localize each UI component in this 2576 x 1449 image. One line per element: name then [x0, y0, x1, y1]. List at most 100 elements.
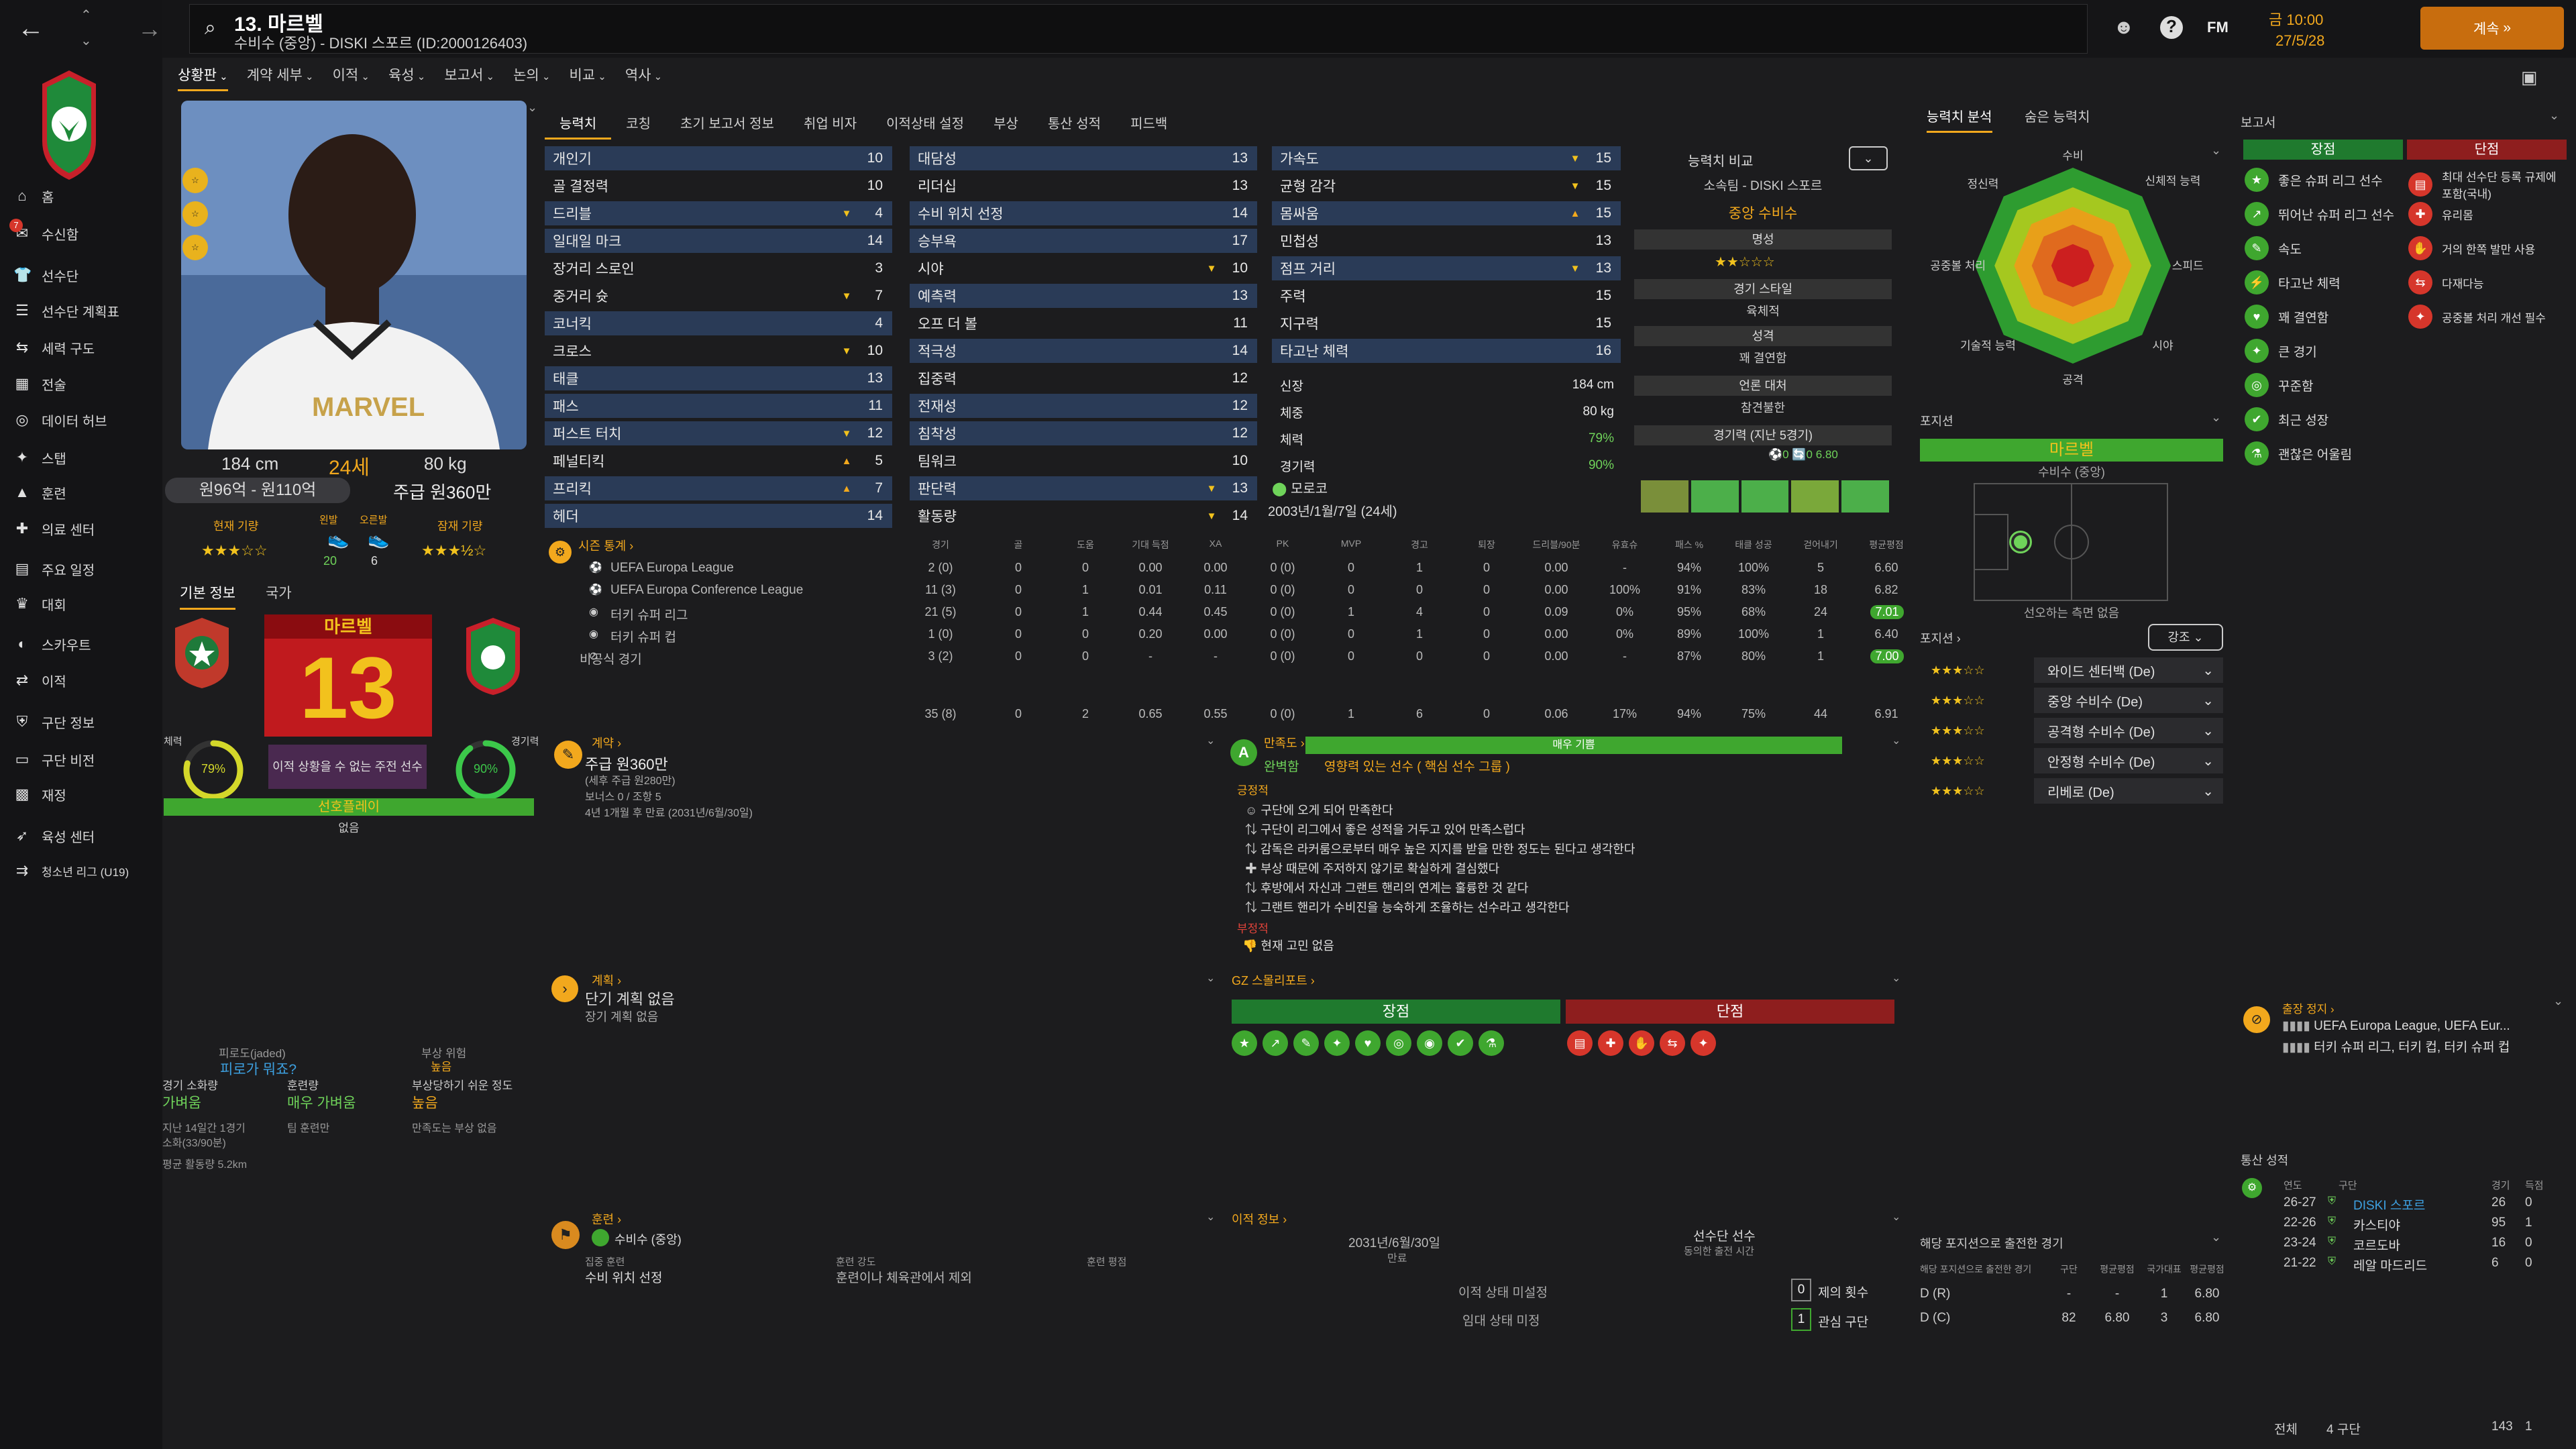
sidebar-item[interactable]: ◐ 스카우트	[13, 631, 91, 657]
attr-tab[interactable]: 이적상태 설정	[886, 117, 965, 131]
contract-title[interactable]: 계약 ›	[592, 737, 622, 750]
happiness-collapse-icon[interactable]: ⌄	[1892, 735, 1901, 747]
position-role-row[interactable]: ★★★☆☆ 안정형 수비수 (De) ⌄	[1920, 748, 2223, 773]
sidebar-item[interactable]: ☰ 선수단 계획표	[13, 297, 119, 324]
sidebar-item[interactable]: ⇆ 세력 구도	[13, 334, 95, 361]
sidebar-item[interactable]: ◎ 데이터 허브	[13, 407, 107, 433]
transfer-title[interactable]: 이적 정보 ›	[1232, 1213, 1287, 1226]
sidebar-item[interactable]: ⇄ 이적	[13, 667, 66, 694]
pos-apps-header[interactable]: 구단	[2060, 1264, 2078, 1275]
plan-title[interactable]: 계획 ›	[592, 974, 622, 987]
position-role-row[interactable]: ★★★☆☆ 와이드 센터백 (De) ⌄	[1920, 657, 2223, 683]
attribute-row[interactable]: 시야 ▼ 10	[910, 256, 1257, 280]
tab-ability[interactable]: 능력치 분석	[1927, 106, 1992, 133]
report-pro-item[interactable]: ◎ 꾸준함	[2245, 373, 2313, 397]
stats-header[interactable]: 걷어내기	[1803, 539, 1838, 550]
career-club[interactable]: 코르도바	[2353, 1239, 2400, 1253]
gz-con-icon[interactable]: ✦	[1690, 1030, 1716, 1056]
gz-pro-icon[interactable]: ⚗	[1479, 1030, 1504, 1056]
career-header[interactable]: 구단	[2339, 1180, 2357, 1191]
happiness-title[interactable]: 만족도 ›	[1264, 737, 1305, 750]
attribute-row[interactable]: 태클 13	[545, 366, 892, 390]
stats-header[interactable]: 골	[1014, 539, 1023, 550]
submenu-item[interactable]: 비교 ⌄	[569, 64, 606, 91]
stats-header[interactable]: 태클 성공	[1735, 539, 1772, 550]
pos-apps-header[interactable]: 평균평점	[2190, 1264, 2224, 1275]
sidebar-item[interactable]: ✉ 수신함	[13, 220, 78, 247]
sidebar-item[interactable]: ⇉ 청소년 리그 (U19)	[13, 857, 129, 884]
role-dropdown[interactable]: 리베로 (De) ⌄	[2034, 778, 2223, 804]
gz-con-icon[interactable]: ⇆	[1660, 1030, 1685, 1056]
report-con-item[interactable]: ▤ 최대 선수단 등록 규제에 포함(국내)	[2408, 168, 2567, 201]
tab-basic-info[interactable]: 기본 정보	[180, 582, 236, 610]
suspension-collapse-icon[interactable]: ⌄	[2553, 994, 2564, 1008]
stats-header[interactable]: 드리블/90분	[1532, 539, 1580, 550]
attribute-row[interactable]: 승부욕 17	[910, 229, 1257, 253]
position-role-row[interactable]: ★★★☆☆ 공격형 수비수 (De) ⌄	[1920, 718, 2223, 743]
submenu-item[interactable]: 역사 ⌄	[625, 64, 662, 91]
gz-con-icon[interactable]: ✋	[1629, 1030, 1654, 1056]
attribute-row[interactable]: 민첩성 13	[1272, 229, 1621, 253]
submenu-item[interactable]: 논의 ⌄	[513, 64, 550, 91]
club-crest[interactable]	[39, 67, 99, 181]
stats-header[interactable]: 유효슈	[1611, 539, 1638, 550]
stats-header[interactable]: 경고	[1411, 539, 1428, 550]
stats-header[interactable]: 패스 %	[1674, 539, 1704, 550]
tab-hidden[interactable]: 숨은 능력치	[2025, 110, 2090, 125]
attr-tab[interactable]: 통산 성적	[1047, 117, 1102, 131]
attr-tab[interactable]: 초기 보고서 정보	[680, 117, 774, 131]
gz-pro-icon[interactable]: ◎	[1386, 1030, 1411, 1056]
report-pro-item[interactable]: ⚗ 괜찮은 어울림	[2245, 441, 2352, 466]
attribute-row[interactable]: 활동량 ▼ 14	[910, 504, 1257, 528]
gz-con-icon[interactable]: ✚	[1598, 1030, 1623, 1056]
gz-collapse-icon[interactable]: ⌄	[1892, 973, 1901, 984]
transfer-collapse-icon[interactable]: ⌄	[1892, 1212, 1901, 1223]
gz-pro-icon[interactable]: ✔	[1448, 1030, 1473, 1056]
sidebar-item[interactable]: ▦ 전술	[13, 370, 66, 397]
report-con-item[interactable]: ⇆ 다재다능	[2408, 270, 2567, 294]
career-header[interactable]: 연도	[2284, 1180, 2302, 1191]
career-header[interactable]: 득점	[2525, 1180, 2544, 1191]
interest-label[interactable]: 관심 구단	[1818, 1316, 1869, 1330]
badge-icon-1[interactable]: ☆	[182, 168, 208, 193]
attr-tab[interactable]: 부상	[994, 117, 1018, 131]
gz-con-icon[interactable]: ▤	[1567, 1030, 1593, 1056]
stats-header[interactable]: 기대 득점	[1132, 539, 1169, 550]
form-bar[interactable]	[1741, 480, 1789, 513]
position-role-row[interactable]: ★★★☆☆ 중앙 수비수 (De) ⌄	[1920, 688, 2223, 713]
stats-header[interactable]: MVP	[1340, 538, 1362, 549]
jaded-value[interactable]: 피로가 뭐죠?	[220, 1062, 297, 1077]
contract-collapse-icon[interactable]: ⌄	[1206, 735, 1216, 747]
submenu-item[interactable]: 상황판 ⌄	[178, 64, 228, 91]
attribute-row[interactable]: 패스 11	[545, 394, 892, 418]
attribute-row[interactable]: 균형 감각 ▼ 15	[1272, 174, 1621, 198]
training-title[interactable]: 훈련 ›	[592, 1213, 622, 1226]
gz-pro-icon[interactable]: ★	[1232, 1030, 1257, 1056]
sidebar-item[interactable]: ⌂ 홈	[13, 182, 54, 209]
position-marker[interactable]	[2011, 533, 2030, 551]
pos-apps-collapse-icon[interactable]: ⌄	[2211, 1230, 2222, 1244]
training-collapse-icon[interactable]: ⌄	[1206, 1212, 1216, 1223]
report-pro-item[interactable]: ♥ 꽤 결연함	[2245, 305, 2328, 329]
club-crest-small[interactable]	[463, 616, 523, 696]
stats-header[interactable]: PK	[1276, 538, 1289, 549]
competition-name[interactable]: UEFA Europa League	[610, 561, 734, 575]
search-icon[interactable]: ⌕	[205, 17, 216, 39]
season-title[interactable]: 시즌 통계 ›	[578, 539, 634, 553]
report-con-item[interactable]: ✋ 거의 한쪽 발만 사용	[2408, 236, 2567, 260]
sidebar-item[interactable]: 👕 선수단	[13, 262, 78, 288]
value-pill[interactable]: 원96억 - 원110억	[165, 478, 350, 503]
collapse-icon[interactable]: ⌄	[527, 101, 538, 114]
role-dropdown[interactable]: 안정형 수비수 (De) ⌄	[2034, 748, 2223, 773]
attribute-row[interactable]: 오프 더 볼 11	[910, 311, 1257, 335]
attribute-row[interactable]: 침착성 12	[910, 421, 1257, 445]
ability-collapse-icon[interactable]: ⌄	[2211, 144, 2222, 157]
attribute-row[interactable]: 리더십 13	[910, 174, 1257, 198]
competition-name[interactable]: 터키 슈퍼 컵	[610, 631, 676, 645]
attribute-row[interactable]: 드리블 ▼ 4	[545, 201, 892, 225]
sidebar-item[interactable]: ✚ 의료 센터	[13, 515, 95, 542]
up-icon[interactable]: ⌃	[80, 8, 92, 23]
back-icon[interactable]: ←	[17, 13, 44, 43]
sidebar-item[interactable]: ▲ 훈련	[13, 479, 66, 506]
report-pro-item[interactable]: ✎ 속도	[2245, 236, 2302, 260]
